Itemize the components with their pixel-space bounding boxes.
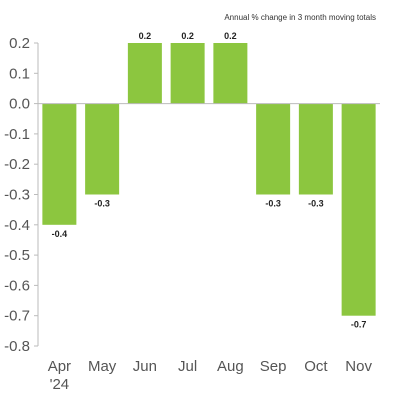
bar <box>170 43 205 104</box>
y-tick-label: -0.4 <box>4 217 30 234</box>
chart-annotation: Annual % change in 3 month moving totals <box>224 13 376 22</box>
y-tick-label: 0.2 <box>9 35 30 52</box>
y-tick-label: -0.3 <box>4 187 30 204</box>
data-label: -0.3 <box>265 199 281 209</box>
x-tick-label: Nov <box>345 358 372 375</box>
data-label: 0.2 <box>224 31 237 41</box>
data-label: -0.7 <box>351 320 367 330</box>
bar <box>85 103 120 195</box>
x-tick-label: May <box>88 358 117 375</box>
x-axis: Apr'24 May Jun Jul Aug Sep Oct Nov <box>38 103 380 393</box>
bar <box>256 103 291 195</box>
y-tick-label: -0.1 <box>4 126 30 143</box>
bar <box>213 43 248 104</box>
y-tick-label: 0.0 <box>9 96 30 113</box>
y-tick-label: -0.8 <box>4 338 30 355</box>
bar <box>127 43 162 104</box>
data-label: 0.2 <box>181 31 194 41</box>
y-tick-label: 0.1 <box>9 65 30 82</box>
x-tick-sublabel: '24 <box>50 376 70 393</box>
x-tick-label: Sep <box>260 358 287 375</box>
x-tick-label: Jul <box>178 358 197 375</box>
bars: -0.4 -0.3 0.2 0.2 0.2 -0.3 -0.3 -0.7 <box>42 31 376 330</box>
x-tick-label: Oct <box>304 358 328 375</box>
y-tick-label: -0.2 <box>4 156 30 173</box>
data-label: -0.3 <box>308 199 324 209</box>
bar <box>42 103 77 225</box>
x-tick-label: Apr <box>48 358 71 375</box>
x-tick-label: Aug <box>217 358 244 375</box>
y-axis: 0.2 0.1 0.0 -0.1 -0.2 -0.3 -0.4 -0.5 -0.6 -0.7 -0.… <box>4 35 39 355</box>
bar <box>298 103 333 195</box>
data-label: -0.4 <box>52 229 68 239</box>
data-label: -0.3 <box>94 199 110 209</box>
data-label: 0.2 <box>139 31 152 41</box>
y-tick-label: -0.6 <box>4 277 30 294</box>
y-tick-label: -0.5 <box>4 247 30 264</box>
x-tick-label: Jun <box>133 358 157 375</box>
bar <box>341 103 376 316</box>
y-tick-label: -0.7 <box>4 308 30 325</box>
